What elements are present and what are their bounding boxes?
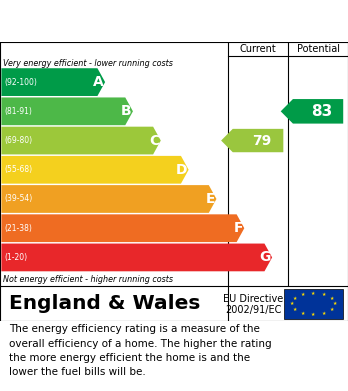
Text: E: E: [206, 192, 215, 206]
Text: The energy efficiency rating is a measure of the
overall efficiency of a home. T: The energy efficiency rating is a measur…: [9, 324, 271, 377]
Text: 79: 79: [252, 134, 271, 147]
Text: 83: 83: [311, 104, 332, 119]
Text: F: F: [234, 221, 243, 235]
Text: (81-91): (81-91): [4, 107, 32, 116]
Text: G: G: [259, 250, 271, 264]
Text: 2002/91/EC: 2002/91/EC: [225, 305, 281, 315]
FancyBboxPatch shape: [284, 289, 343, 319]
Text: (69-80): (69-80): [4, 136, 32, 145]
Text: (55-68): (55-68): [4, 165, 32, 174]
Text: (92-100): (92-100): [4, 77, 37, 87]
Text: ★: ★: [311, 312, 315, 317]
Polygon shape: [221, 129, 283, 152]
Text: ★: ★: [332, 301, 337, 306]
Polygon shape: [1, 97, 133, 125]
Text: ★: ★: [322, 292, 326, 297]
Text: ★: ★: [330, 307, 334, 312]
Polygon shape: [1, 127, 161, 154]
Text: ★: ★: [290, 301, 294, 306]
Text: Not energy efficient - higher running costs: Not energy efficient - higher running co…: [3, 275, 174, 284]
Text: Energy Efficiency Rating: Energy Efficiency Rating: [9, 13, 229, 29]
Polygon shape: [1, 185, 216, 213]
Text: EU Directive: EU Directive: [223, 294, 283, 303]
Polygon shape: [1, 156, 189, 184]
Polygon shape: [281, 99, 343, 124]
Polygon shape: [1, 68, 105, 96]
Text: ★: ★: [300, 292, 305, 297]
Text: Current: Current: [240, 44, 276, 54]
Text: (21-38): (21-38): [4, 224, 32, 233]
Polygon shape: [1, 214, 244, 242]
Polygon shape: [1, 244, 272, 271]
Text: A: A: [93, 75, 104, 89]
Text: D: D: [176, 163, 187, 177]
Text: ★: ★: [300, 310, 305, 316]
Text: (1-20): (1-20): [4, 253, 27, 262]
Text: ★: ★: [330, 296, 334, 301]
Text: ★: ★: [311, 291, 315, 296]
Text: ★: ★: [293, 307, 297, 312]
Text: England & Wales: England & Wales: [9, 294, 200, 313]
Text: C: C: [149, 134, 159, 147]
Text: (39-54): (39-54): [4, 194, 32, 203]
Text: ★: ★: [293, 296, 297, 301]
Text: ★: ★: [322, 310, 326, 316]
Text: Very energy efficient - lower running costs: Very energy efficient - lower running co…: [3, 59, 173, 68]
Text: Potential: Potential: [296, 44, 340, 54]
Text: B: B: [121, 104, 132, 118]
